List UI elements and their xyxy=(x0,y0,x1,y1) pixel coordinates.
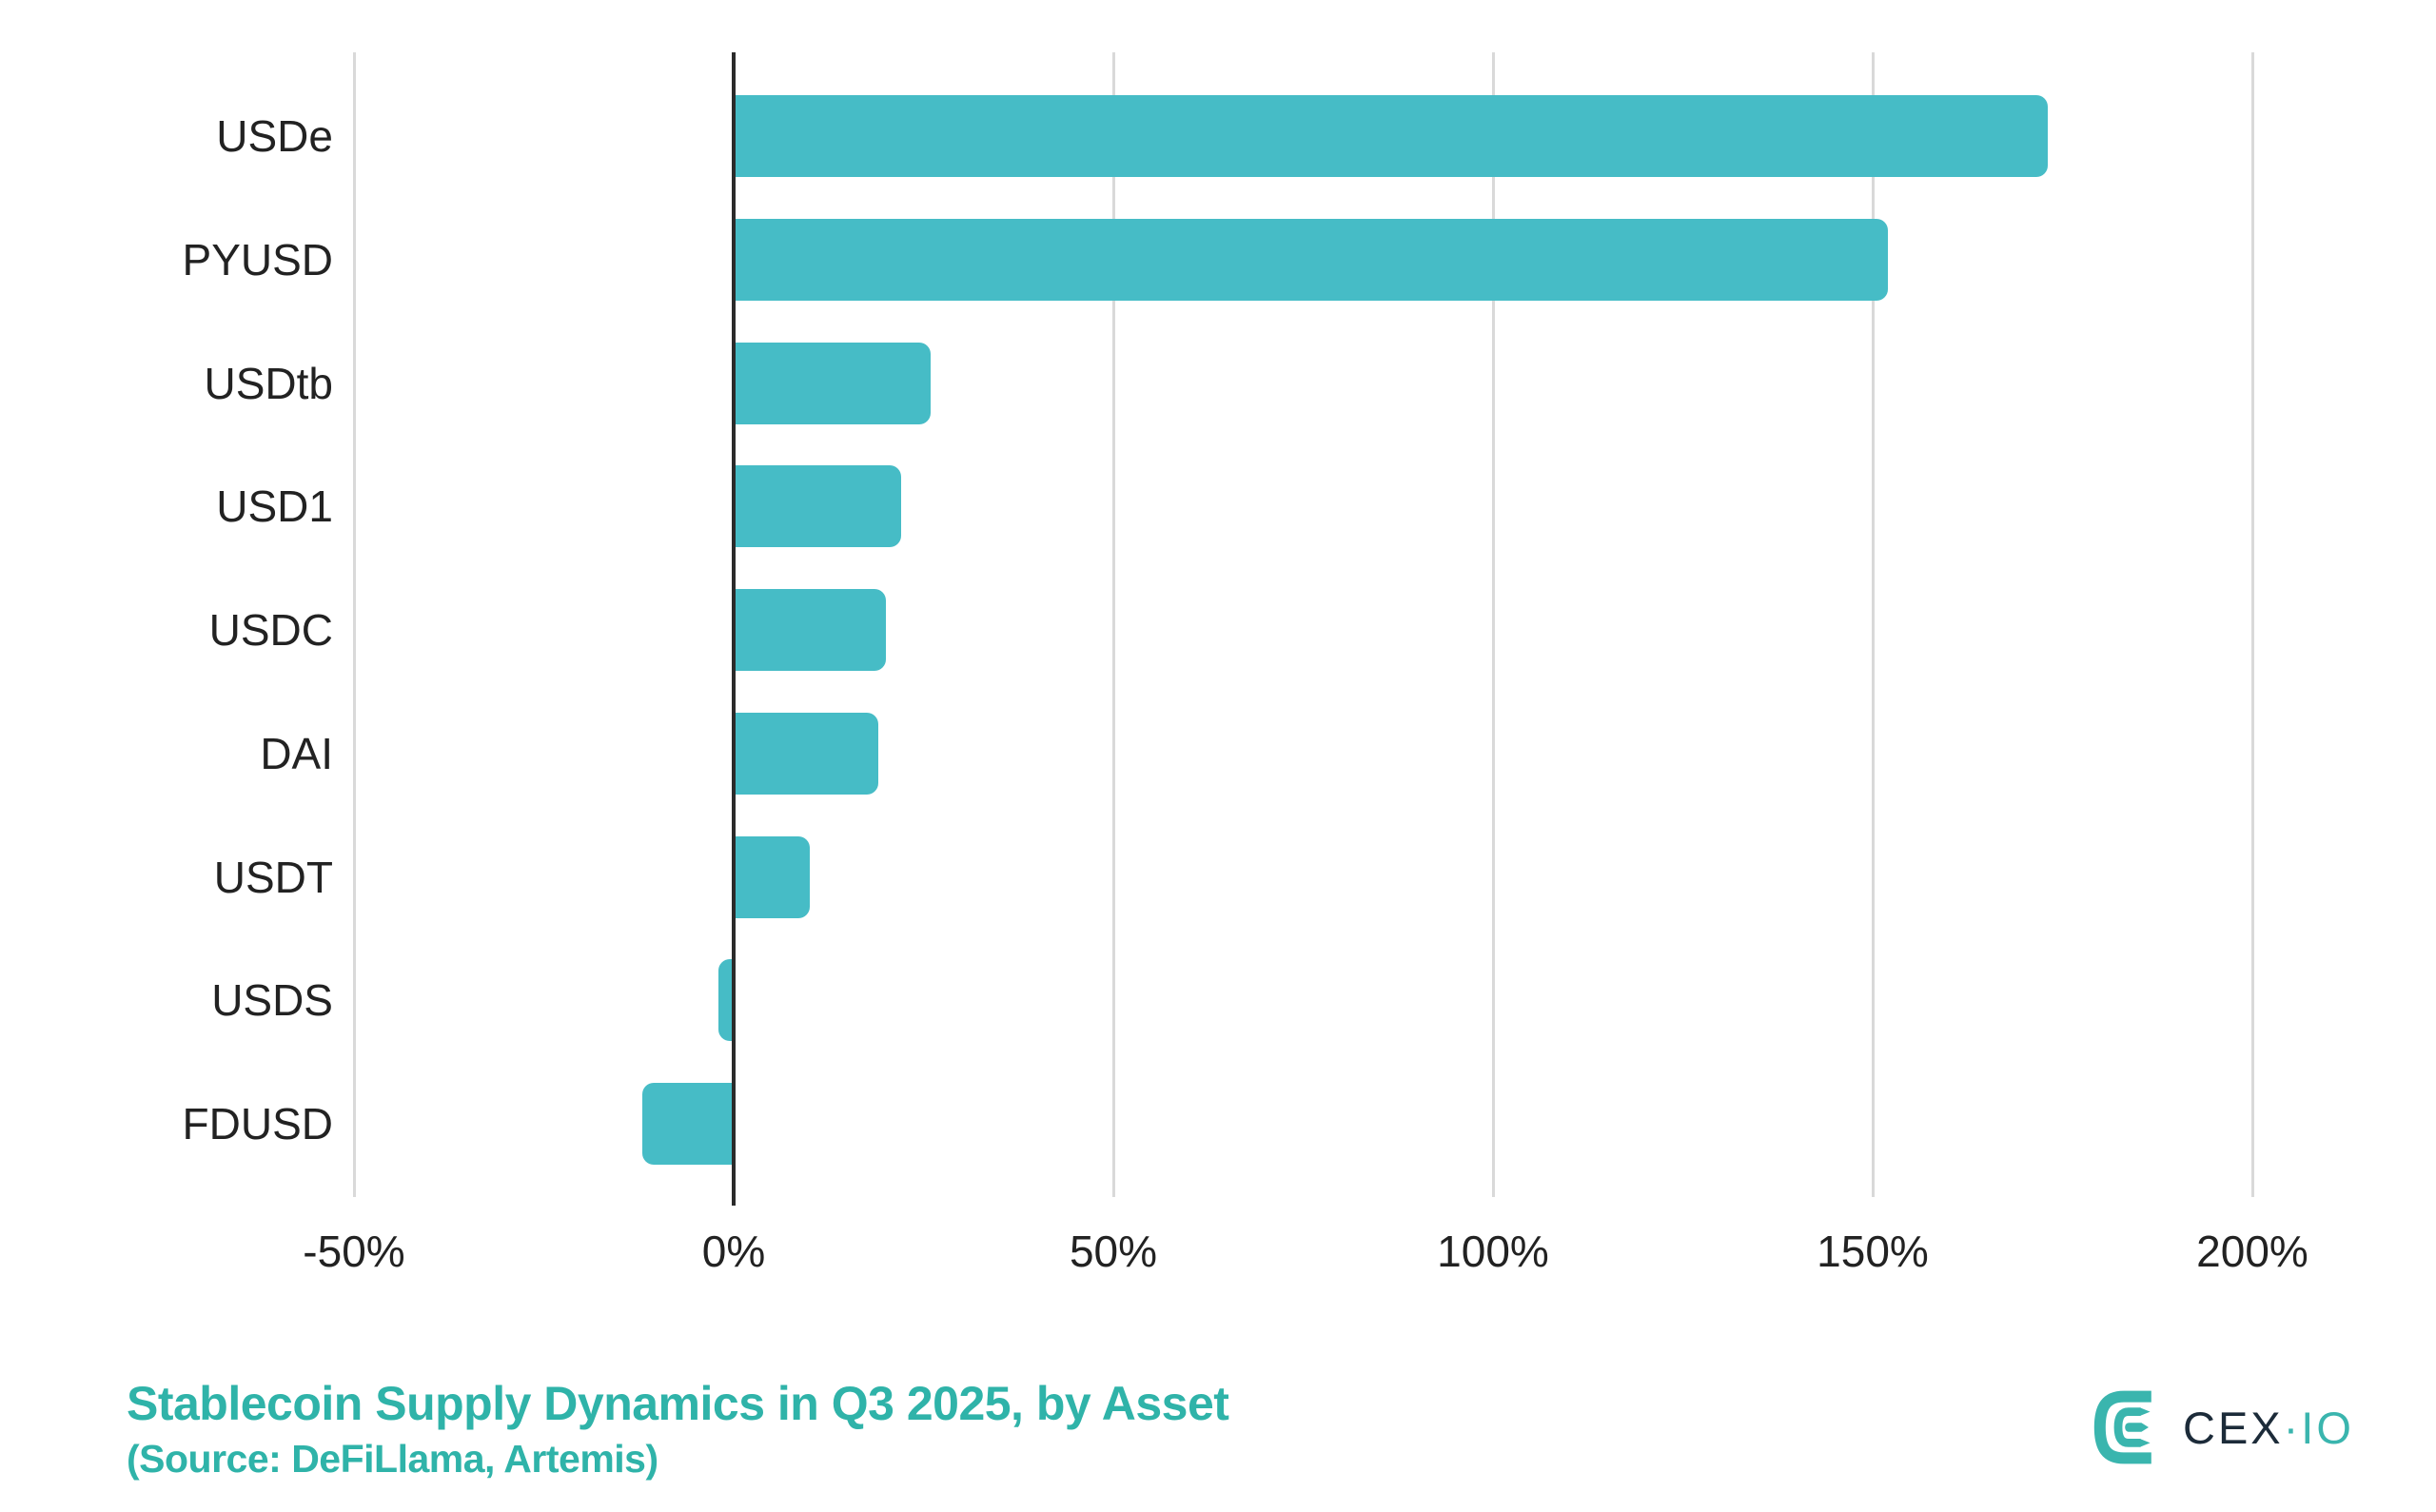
bar xyxy=(734,589,886,671)
chart-source: (Source: DeFiLlama, Artemis) xyxy=(127,1437,658,1481)
bar xyxy=(642,1083,734,1165)
category-label: USDT xyxy=(213,852,333,902)
gridline xyxy=(352,52,356,1197)
cexio-logo-text: CEX·IO xyxy=(2183,1402,2354,1454)
bar xyxy=(734,712,878,795)
x-tick-label: -50% xyxy=(303,1227,405,1276)
category-label: USDe xyxy=(216,111,333,161)
category-label: USDtb xyxy=(204,358,333,408)
bar xyxy=(734,95,2048,177)
category-label: USD1 xyxy=(216,481,333,532)
x-tick-label: 150% xyxy=(1817,1227,1929,1276)
category-label: FDUSD xyxy=(182,1099,333,1149)
cexio-logo: CEX·IO xyxy=(2093,1389,2354,1465)
gridline xyxy=(1491,52,1495,1197)
x-tick-label: 200% xyxy=(2196,1227,2308,1276)
bar xyxy=(718,959,734,1042)
logo-separator: · xyxy=(2283,1402,2302,1453)
bar xyxy=(734,465,901,548)
x-tick-label: 0% xyxy=(701,1227,766,1276)
logo-brand-teal: IO xyxy=(2301,1402,2354,1453)
bar xyxy=(734,835,810,918)
category-label: DAI xyxy=(260,728,333,778)
bar xyxy=(734,218,1888,301)
zero-axis-line xyxy=(732,52,736,1206)
x-tick-label: 50% xyxy=(1069,1227,1158,1276)
logo-brand-dark: CEX xyxy=(2183,1402,2284,1453)
gridline xyxy=(1871,52,1875,1197)
x-tick-label: 100% xyxy=(1437,1227,1549,1276)
bar xyxy=(734,342,932,424)
gridline xyxy=(2250,52,2254,1197)
category-label: USDS xyxy=(211,975,333,1026)
chart-caption: Stablecoin Supply Dynamics in Q3 2025, b… xyxy=(127,1376,1229,1483)
gridline xyxy=(1111,52,1115,1197)
chart-title: Stablecoin Supply Dynamics in Q3 2025, b… xyxy=(127,1377,1229,1430)
category-label: PYUSD xyxy=(182,234,333,285)
cexio-logo-mark xyxy=(2093,1390,2151,1464)
category-label: USDC xyxy=(208,605,333,655)
